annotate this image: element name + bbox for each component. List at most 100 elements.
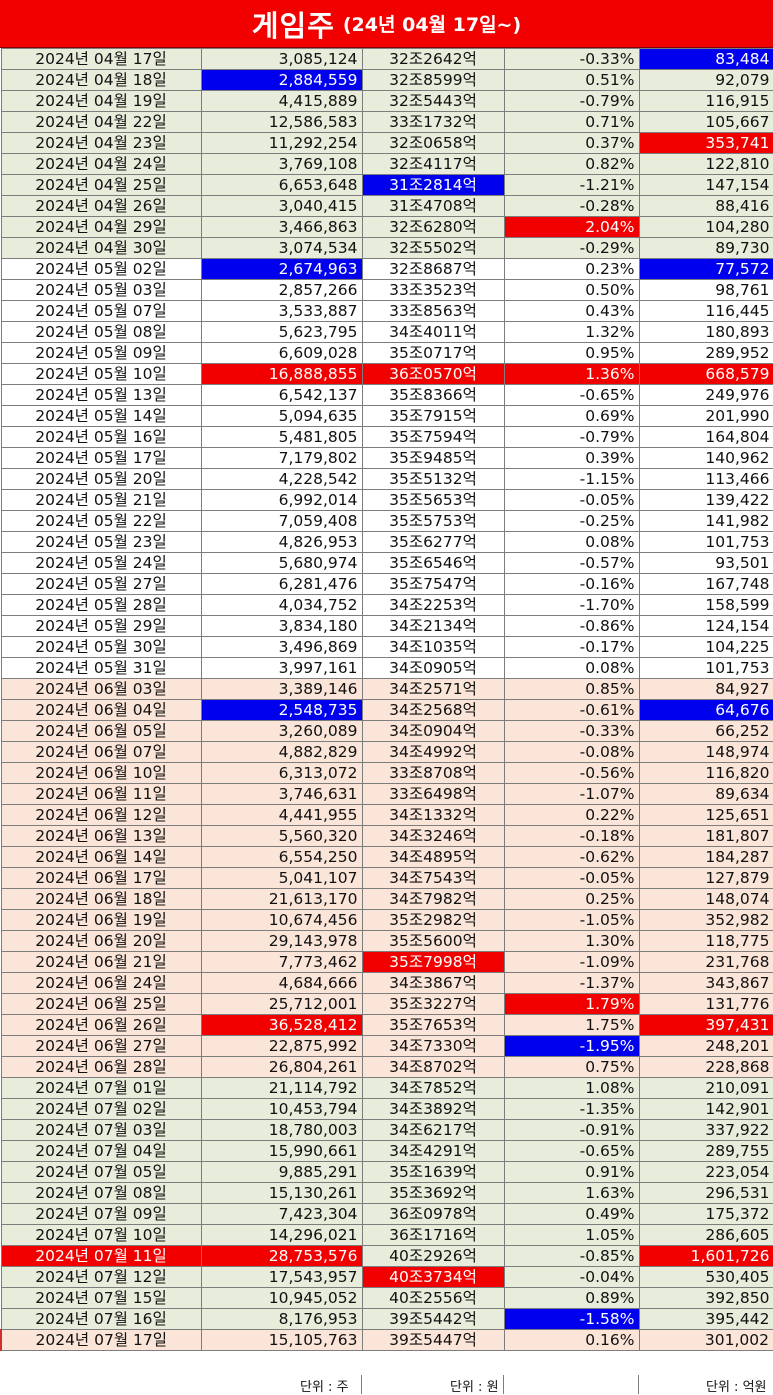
market-cap-cell: 33조6498억 bbox=[361, 783, 505, 805]
footer-divider bbox=[638, 1375, 639, 1394]
date-cell: 2024년 07월 05일 bbox=[0, 1161, 202, 1183]
date-cell: 2024년 04월 29일 bbox=[0, 216, 202, 238]
trade-amount-cell: 116,445 bbox=[638, 300, 773, 322]
trade-amount-cell: 530,405 bbox=[638, 1266, 773, 1288]
volume-cell: 6,609,028 bbox=[200, 342, 363, 364]
table-row: 2024년 05월 29일 3,834,180 34조2134억 -0.86% 124,… bbox=[0, 615, 773, 637]
trade-amount-cell: 113,466 bbox=[638, 468, 773, 490]
trade-amount-cell: 296,531 bbox=[638, 1182, 773, 1204]
date-cell: 2024년 06월 24일 bbox=[0, 972, 202, 994]
date-cell: 2024년 06월 19일 bbox=[0, 909, 202, 931]
market-cap-cell: 34조3246억 bbox=[361, 825, 505, 847]
page-title: 게임주 (24년 04월 17일~) bbox=[0, 0, 773, 48]
date-cell: 2024년 06월 04일 bbox=[0, 699, 202, 721]
date-cell: 2024년 05월 29일 bbox=[0, 615, 202, 637]
table-row: 2024년 06월 11일 3,746,631 33조6498억 -1.07% 89,6… bbox=[0, 783, 773, 805]
date-cell: 2024년 06월 03일 bbox=[0, 678, 202, 700]
volume-cell: 4,415,889 bbox=[200, 90, 363, 112]
footer-divider bbox=[503, 1375, 504, 1394]
trade-amount-cell: 248,201 bbox=[638, 1035, 773, 1057]
change-cell: -0.57% bbox=[503, 552, 640, 574]
market-cap-cell: 39조5442억 bbox=[361, 1308, 505, 1330]
volume-cell: 3,389,146 bbox=[200, 678, 363, 700]
volume-cell: 5,094,635 bbox=[200, 405, 363, 427]
change-cell: -0.25% bbox=[503, 510, 640, 532]
change-cell: 0.82% bbox=[503, 153, 640, 175]
date-cell: 2024년 04월 26일 bbox=[0, 195, 202, 217]
change-cell: -0.28% bbox=[503, 195, 640, 217]
table-row: 2024년 06월 26일 36,528,412 35조7653억 1.75% 397,… bbox=[0, 1014, 773, 1036]
table-row: 2024년 04월 18일 2,884,559 32조8599억 0.51% 92,07… bbox=[0, 69, 773, 91]
trade-amount-cell: 397,431 bbox=[638, 1014, 773, 1036]
change-cell: 1.79% bbox=[503, 993, 640, 1015]
change-cell: -0.18% bbox=[503, 825, 640, 847]
market-cap-cell: 34조2134억 bbox=[361, 615, 505, 637]
market-cap-cell: 35조7594억 bbox=[361, 426, 505, 448]
market-cap-cell: 34조0904억 bbox=[361, 720, 505, 742]
trade-amount-cell: 118,775 bbox=[638, 930, 773, 952]
table-row: 2024년 04월 26일 3,040,415 31조4708억 -0.28% 88,4… bbox=[0, 195, 773, 217]
trade-amount-cell: 668,579 bbox=[638, 363, 773, 385]
market-cap-cell: 35조1639억 bbox=[361, 1161, 505, 1183]
market-cap-cell: 35조7915억 bbox=[361, 405, 505, 427]
volume-cell: 6,313,072 bbox=[200, 762, 363, 784]
volume-cell: 12,586,583 bbox=[200, 111, 363, 133]
date-cell: 2024년 04월 24일 bbox=[0, 153, 202, 175]
volume-cell: 29,143,978 bbox=[200, 930, 363, 952]
table-row: 2024년 05월 30일 3,496,869 34조1035억 -0.17% 104,… bbox=[0, 636, 773, 658]
change-cell: -0.65% bbox=[503, 384, 640, 406]
change-cell: 0.89% bbox=[503, 1287, 640, 1309]
date-cell: 2024년 05월 08일 bbox=[0, 321, 202, 343]
change-cell: -0.17% bbox=[503, 636, 640, 658]
date-cell: 2024년 06월 12일 bbox=[0, 804, 202, 826]
table-row: 2024년 04월 30일 3,074,534 32조5502억 -0.29% 89,7… bbox=[0, 237, 773, 259]
table-row: 2024년 05월 21일 6,992,014 35조5653억 -0.05% 139,… bbox=[0, 489, 773, 511]
market-cap-cell: 34조4992억 bbox=[361, 741, 505, 763]
volume-cell: 3,496,869 bbox=[200, 636, 363, 658]
market-cap-cell: 35조6277억 bbox=[361, 531, 505, 553]
market-cap-cell: 36조1716억 bbox=[361, 1224, 505, 1246]
change-cell: 0.95% bbox=[503, 342, 640, 364]
title-main: 게임주 bbox=[251, 8, 335, 43]
trade-amount-cell: 104,280 bbox=[638, 216, 773, 238]
market-cap-cell: 36조0570억 bbox=[361, 363, 505, 385]
change-cell: -1.05% bbox=[503, 909, 640, 931]
volume-cell: 9,885,291 bbox=[200, 1161, 363, 1183]
volume-cell: 4,034,752 bbox=[200, 594, 363, 616]
volume-cell: 3,834,180 bbox=[200, 615, 363, 637]
trade-amount-cell: 147,154 bbox=[638, 174, 773, 196]
table-row: 2024년 06월 03일 3,389,146 34조2571억 0.85% 84,92… bbox=[0, 678, 773, 700]
trade-amount-cell: 223,054 bbox=[638, 1161, 773, 1183]
trade-amount-cell: 104,225 bbox=[638, 636, 773, 658]
volume-cell: 4,684,666 bbox=[200, 972, 363, 994]
table-row: 2024년 05월 17일 7,179,802 35조9485억 0.39% 140,9… bbox=[0, 447, 773, 469]
table-row: 2024년 07월 08일 15,130,261 35조3692억 1.63% 296,… bbox=[0, 1182, 773, 1204]
change-cell: 0.71% bbox=[503, 111, 640, 133]
trade-amount-cell: 98,761 bbox=[638, 279, 773, 301]
market-cap-cell: 32조5443억 bbox=[361, 90, 505, 112]
change-cell: 0.37% bbox=[503, 132, 640, 154]
market-cap-cell: 31조4708억 bbox=[361, 195, 505, 217]
change-cell: -1.09% bbox=[503, 951, 640, 973]
volume-cell: 6,281,476 bbox=[200, 573, 363, 595]
market-cap-cell: 35조0717억 bbox=[361, 342, 505, 364]
change-cell: -0.79% bbox=[503, 426, 640, 448]
change-cell: 1.30% bbox=[503, 930, 640, 952]
table-row: 2024년 05월 02일 2,674,963 32조8687억 0.23% 77,57… bbox=[0, 258, 773, 280]
change-cell: -1.58% bbox=[503, 1308, 640, 1330]
volume-cell: 10,674,456 bbox=[200, 909, 363, 931]
date-cell: 2024년 05월 31일 bbox=[0, 657, 202, 679]
market-cap-cell: 34조0905억 bbox=[361, 657, 505, 679]
volume-cell: 6,992,014 bbox=[200, 489, 363, 511]
market-cap-cell: 32조2642억 bbox=[361, 48, 505, 70]
date-cell: 2024년 05월 09일 bbox=[0, 342, 202, 364]
table-row: 2024년 04월 17일 3,085,124 32조2642억 -0.33% 83,4… bbox=[0, 48, 773, 70]
trade-amount-cell: 343,867 bbox=[638, 972, 773, 994]
table-row: 2024년 07월 09일 7,423,304 36조0978억 0.49% 175,3… bbox=[0, 1203, 773, 1225]
trade-amount-cell: 139,422 bbox=[638, 489, 773, 511]
volume-cell: 10,453,794 bbox=[200, 1098, 363, 1120]
market-cap-cell: 34조3867억 bbox=[361, 972, 505, 994]
change-cell: -1.70% bbox=[503, 594, 640, 616]
table-row: 2024년 07월 01일 21,114,792 34조7852억 1.08% 210,… bbox=[0, 1077, 773, 1099]
date-cell: 2024년 06월 18일 bbox=[0, 888, 202, 910]
